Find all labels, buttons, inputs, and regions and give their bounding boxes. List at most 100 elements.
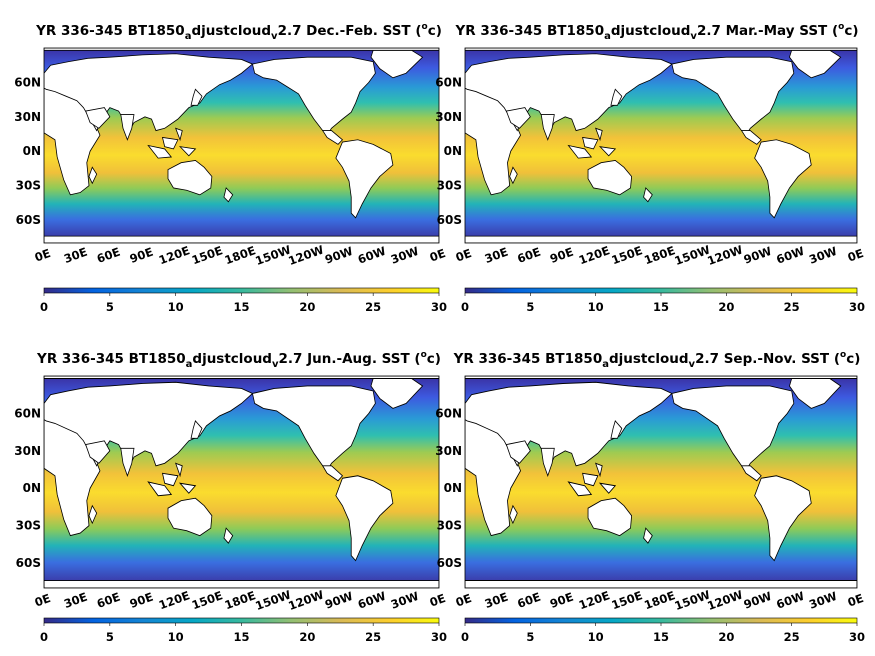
colorbar — [464, 287, 858, 294]
y-tick-label: 0N — [23, 144, 41, 158]
x-tick-label: 90E — [548, 245, 575, 266]
y-tick-label: 30S — [437, 519, 462, 533]
colorbar-tick-label: 5 — [526, 300, 534, 314]
colorbar-tick-label: 30 — [431, 300, 447, 314]
title-part: djustcloud — [191, 23, 271, 39]
colorbar-tick-label: 15 — [653, 300, 669, 314]
title-part: c) — [427, 351, 441, 367]
x-tick-label: 60E — [515, 245, 542, 266]
colorbar-tick-label: 30 — [431, 630, 447, 644]
x-tick-label: 120E — [157, 243, 192, 267]
colorbar — [43, 287, 440, 294]
title-part: o — [421, 350, 427, 360]
map-panel-4: YR 336-345 BT1850adjustcloudv2.7 Sep.-No… — [435, 350, 865, 644]
x-tick-label: 30W — [807, 589, 839, 612]
title-part: v — [271, 31, 278, 42]
panel-title: YR 336-345 BT1850adjustcloudv2.7 Jun.-Au… — [36, 350, 441, 370]
title-part: v — [690, 31, 697, 42]
title-part: djustcloud — [192, 351, 272, 367]
title-part: a — [186, 359, 193, 370]
x-tick-label: 30E — [483, 590, 510, 611]
y-tick-label: 60S — [16, 556, 41, 570]
y-tick-label: 60N — [14, 75, 41, 89]
title-part: o — [422, 22, 428, 32]
x-tick-label: 180E — [223, 588, 258, 612]
x-tick-label: 120W — [705, 587, 745, 613]
x-tick-label: 0E — [846, 591, 866, 610]
title-main: YR 336-345 BT1850 — [453, 351, 603, 367]
y-tick-label: 30N — [14, 110, 41, 124]
x-tick-label: 60W — [774, 589, 806, 612]
x-tick-label: 0E — [454, 591, 474, 610]
title-part: 2.7 Jun.-Aug. SST ( — [279, 351, 421, 367]
title-part: v — [272, 359, 279, 370]
colorbar-tick-label: 20 — [718, 300, 734, 314]
colorbar-tick-label: 20 — [299, 300, 315, 314]
colorbar-tick-label: 15 — [653, 630, 669, 644]
x-tick-label: 90W — [323, 589, 355, 612]
y-tick-label: 30N — [14, 444, 41, 458]
panel-title: YR 336-345 BT1850adjustcloudv2.7 Sep.-No… — [453, 350, 861, 370]
sst-field — [44, 376, 439, 588]
map-panel-3: YR 336-345 BT1850adjustcloudv2.7 Jun.-Au… — [14, 350, 447, 644]
title-part: o — [840, 350, 846, 360]
title-main: YR 336-345 BT1850 — [35, 23, 185, 39]
sst-field — [44, 48, 439, 243]
colorbar-tick-label: 25 — [365, 630, 381, 644]
x-tick-label: 0E — [33, 591, 53, 610]
x-tick-label: 150E — [610, 588, 645, 612]
colorbar-tick-label: 20 — [299, 630, 315, 644]
map-frame — [43, 47, 440, 244]
y-tick-label: 30S — [437, 179, 462, 193]
x-tick-label: 60W — [356, 589, 388, 612]
sst-field — [465, 376, 857, 588]
x-tick-label: 0E — [846, 246, 866, 265]
colorbar-tick-label: 0 — [40, 630, 48, 644]
x-tick-label: 120W — [286, 587, 326, 613]
title-part: 2.7 Mar.-May SST ( — [697, 23, 838, 39]
colorbar-tick-label: 15 — [233, 630, 249, 644]
x-tick-label: 150E — [190, 243, 225, 267]
x-tick-label: 120E — [157, 588, 192, 612]
x-tick-label: 30E — [62, 245, 89, 266]
x-tick-label: 0E — [33, 246, 53, 265]
x-tick-label: 90W — [323, 244, 355, 267]
y-tick-label: 30N — [435, 110, 462, 124]
x-tick-label: 30W — [389, 244, 421, 267]
y-tick-label: 30N — [435, 444, 462, 458]
title-main: YR 336-345 BT1850 — [36, 351, 186, 367]
x-tick-label: 120W — [286, 242, 326, 268]
title-part: 2.7 Dec.-Feb. SST ( — [278, 23, 422, 39]
x-tick-label: 90W — [742, 244, 774, 267]
x-tick-label: 60W — [774, 244, 806, 267]
colorbar-tick-label: 5 — [106, 300, 114, 314]
title-part: a — [185, 31, 192, 42]
map-panel-1: YR 336-345 BT1850adjustcloudv2.7 Dec.-Fe… — [14, 22, 447, 314]
colorbar-tick-label: 25 — [784, 300, 800, 314]
colorbar-tick-label: 0 — [40, 300, 48, 314]
x-tick-label: 120E — [577, 243, 612, 267]
title-part: djustcloud — [609, 351, 689, 367]
title-part: a — [604, 31, 611, 42]
x-tick-label: 60W — [356, 244, 388, 267]
title-part: v — [689, 359, 696, 370]
colorbar — [43, 617, 440, 624]
colorbar — [464, 617, 858, 624]
y-tick-label: 0N — [444, 481, 462, 495]
x-tick-label: 0E — [428, 591, 448, 610]
x-tick-label: 120E — [577, 588, 612, 612]
x-tick-label: 120W — [705, 242, 745, 268]
colorbar-tick-label: 5 — [106, 630, 114, 644]
y-tick-label: 60S — [16, 213, 41, 227]
title-part: c) — [846, 351, 860, 367]
map-frame — [464, 47, 858, 244]
x-tick-label: 30E — [62, 590, 89, 611]
title-part: c) — [428, 23, 442, 39]
x-tick-label: 0E — [454, 246, 474, 265]
map-frame — [464, 375, 858, 589]
colorbar-tick-label: 15 — [233, 300, 249, 314]
colorbar-tick-label: 0 — [461, 300, 469, 314]
y-tick-label: 60S — [437, 213, 462, 227]
y-tick-label: 0N — [23, 481, 41, 495]
